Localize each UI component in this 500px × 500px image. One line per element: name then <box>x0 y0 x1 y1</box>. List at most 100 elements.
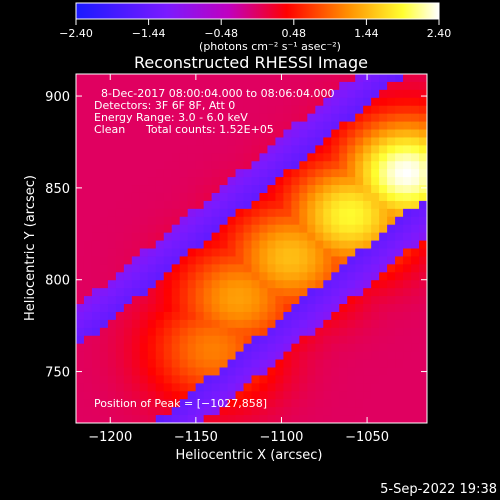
heatmap-cell <box>227 415 237 423</box>
heatmap-cell <box>123 208 133 218</box>
heatmap-cell <box>179 200 189 210</box>
heatmap-cell <box>107 105 117 115</box>
heatmap-cell <box>323 121 332 131</box>
heatmap-cell <box>323 145 332 154</box>
heatmap-cell <box>187 296 197 305</box>
heatmap-cell <box>411 319 420 329</box>
heatmap-cell <box>203 248 213 258</box>
heatmap-cell <box>115 319 125 329</box>
heatmap-cell <box>307 105 316 115</box>
heatmap-cell <box>347 137 356 146</box>
heatmap-cell <box>83 185 93 194</box>
heatmap-cell <box>243 248 253 258</box>
heatmap-cell <box>187 129 197 139</box>
heatmap-cell <box>411 105 420 115</box>
heatmap-cell <box>171 367 181 377</box>
heatmap-cell <box>299 200 308 210</box>
heatmap-cell <box>363 192 372 202</box>
heatmap-cell <box>76 105 85 115</box>
heatmap-cell <box>299 97 308 107</box>
heatmap-cell <box>76 319 85 329</box>
heatmap-cell <box>251 74 261 83</box>
heatmap-cell <box>155 272 165 281</box>
heatmap-cell <box>147 399 157 408</box>
heatmap-cell <box>187 177 197 186</box>
heatmap-cell <box>115 304 125 313</box>
heatmap-cell <box>275 145 285 154</box>
heatmap-cell <box>371 169 380 178</box>
heatmap-cell <box>227 113 237 123</box>
heatmap-cell <box>227 256 237 265</box>
heatmap-cell <box>307 137 316 146</box>
heatmap-cell <box>395 288 404 297</box>
heatmap-cell <box>347 264 356 273</box>
heatmap-cell <box>259 129 269 139</box>
heatmap-cell <box>387 248 396 258</box>
heatmap-cell <box>347 145 356 154</box>
heatmap-cell <box>339 216 348 226</box>
heatmap-cell <box>251 113 261 123</box>
heatmap-cell <box>283 280 292 289</box>
heatmap-cell <box>155 391 165 400</box>
heatmap-cell <box>211 137 221 146</box>
heatmap-cell <box>403 232 412 242</box>
heatmap-cell <box>187 200 197 210</box>
heatmap-cell <box>395 177 404 186</box>
heatmap-cell <box>363 153 372 162</box>
heatmap-cell <box>355 177 364 186</box>
heatmap-cell <box>195 74 205 83</box>
heatmap-cell <box>243 224 253 234</box>
heatmap-cell <box>107 113 117 123</box>
heatmap-cell <box>251 288 261 297</box>
heatmap-cell <box>251 383 261 392</box>
heatmap-cell <box>76 153 85 162</box>
heatmap-cell <box>275 351 285 361</box>
heatmap-cell <box>163 169 173 178</box>
heatmap-cell <box>243 359 253 369</box>
heatmap-cell <box>315 375 324 384</box>
heatmap-cell <box>419 81 427 91</box>
heatmap-cell <box>387 113 396 123</box>
heatmap-cell <box>155 89 165 99</box>
heatmap-cell <box>315 137 324 146</box>
heatmap-cell <box>331 121 340 131</box>
heatmap-cell <box>403 319 412 329</box>
heatmap-cell <box>267 248 277 258</box>
heatmap-cell <box>419 391 427 400</box>
heatmap-cell <box>323 161 332 170</box>
heatmap-cell <box>259 192 269 202</box>
heatmap-cell <box>371 121 380 131</box>
heatmap-cell <box>211 208 221 218</box>
heatmap-cell <box>139 407 149 416</box>
heatmap-cell <box>115 343 125 353</box>
heatmap-cell <box>291 280 300 289</box>
heatmap-cell <box>395 272 404 281</box>
heatmap-cell <box>315 407 324 416</box>
heatmap-cell <box>131 208 141 218</box>
heatmap-cell <box>363 383 372 392</box>
heatmap-cell <box>419 240 427 250</box>
heatmap-cell <box>379 145 388 154</box>
heatmap-cell <box>331 343 340 353</box>
heatmap-cell <box>171 415 181 423</box>
heatmap-cell <box>379 185 388 194</box>
heatmap-cell <box>83 105 93 115</box>
heatmap-cell <box>259 391 269 400</box>
heatmap-cell <box>179 264 189 273</box>
heatmap-cell <box>211 272 221 281</box>
heatmap-cell <box>83 177 93 186</box>
heatmap-cell <box>83 367 93 377</box>
heatmap-cell <box>131 105 141 115</box>
heatmap-cell <box>251 177 261 186</box>
heatmap-cell <box>283 311 292 321</box>
heatmap-cell <box>299 74 308 83</box>
heatmap-cell <box>243 232 253 242</box>
heatmap-cell <box>195 288 205 297</box>
heatmap-cell <box>363 256 372 265</box>
heatmap-cell <box>179 343 189 353</box>
heatmap-cell <box>371 224 380 234</box>
heatmap-cell <box>363 272 372 281</box>
heatmap-cell <box>99 248 109 258</box>
heatmap-cell <box>395 121 404 131</box>
heatmap-cell <box>291 319 300 329</box>
